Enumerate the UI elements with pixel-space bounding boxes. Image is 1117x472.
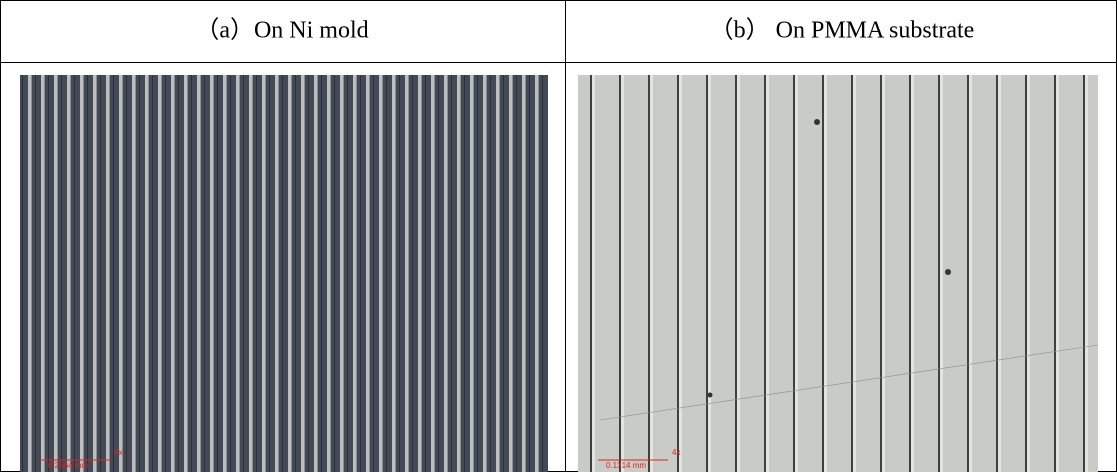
scratch xyxy=(599,344,1099,421)
magnification: 4x xyxy=(114,448,122,457)
scale-label: 0.1314 mm xyxy=(606,461,646,470)
header-a: （a）On Ni mold xyxy=(195,18,368,44)
ni-shade xyxy=(20,75,548,472)
scale-label: 0.2564 mm xyxy=(48,461,88,470)
header-b: （b） On PMMA substrate xyxy=(710,18,975,44)
defect xyxy=(814,119,820,125)
defect xyxy=(945,269,951,275)
defect xyxy=(707,392,713,398)
magnification: 4x xyxy=(672,448,680,457)
pmma-micrograph xyxy=(578,75,1098,472)
ni-mold-micrograph xyxy=(20,75,548,472)
